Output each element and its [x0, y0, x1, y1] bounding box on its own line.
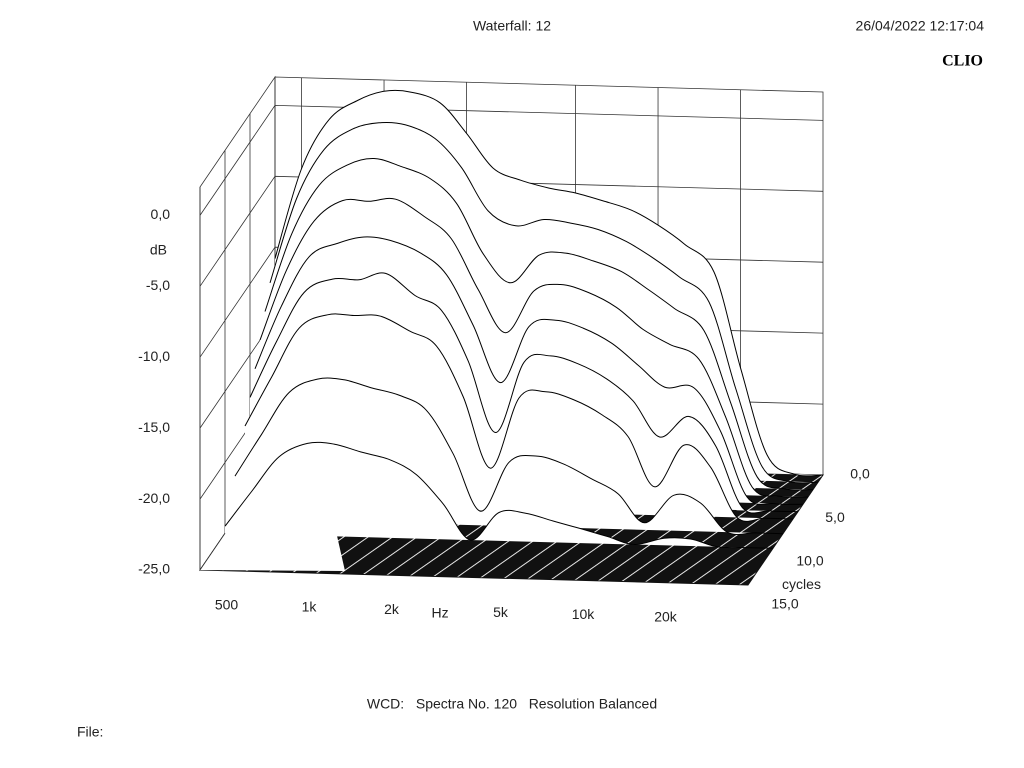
z-tick-label: 10,0 — [796, 552, 823, 568]
slice-line — [224, 441, 774, 549]
slice-line — [259, 197, 809, 498]
slice-line — [234, 377, 784, 535]
x-tick-label: 20k — [654, 608, 678, 624]
x-tick-label: 1k — [302, 599, 318, 615]
slice-line — [249, 272, 799, 514]
z-tick-label: 5,0 — [825, 509, 845, 525]
z-tick-label: 15,0 — [771, 596, 798, 612]
slice-line — [254, 236, 804, 505]
y-tick-label: -5,0 — [146, 277, 170, 293]
file-label: File: — [77, 724, 103, 740]
plot: 0,0 -5,0 -10,0 -15,0 -20,0 -25,0 dB 500 1k 2k 5k 10… — [138, 75, 870, 624]
title: Waterfall: 12 — [473, 18, 551, 34]
footer-info: WCD: Spectra No. 120 Resolution Balanced — [367, 696, 657, 712]
x-tick-label: 10k — [572, 606, 596, 622]
x-axis-label: Hz — [431, 604, 448, 620]
y-axis-label: dB — [150, 242, 167, 258]
z-tick-label: 0,0 — [850, 466, 870, 482]
x-tick-label: 500 — [215, 596, 239, 612]
y-tick-label: 0,0 — [151, 206, 171, 222]
slice-line — [264, 157, 814, 491]
slice-line — [244, 313, 794, 522]
y-tick-label: -15,0 — [138, 419, 170, 435]
y-tick-label: -25,0 — [138, 561, 170, 577]
x-tick-label: 2k — [384, 601, 400, 617]
slice-line — [274, 89, 824, 477]
timestamp: 26/04/2022 12:17:04 — [856, 18, 985, 34]
y-tick-label: -20,0 — [138, 490, 170, 506]
slice-fill — [225, 442, 773, 549]
slice-line — [269, 121, 819, 484]
y-tick-label: -10,0 — [138, 348, 170, 364]
x-tick-label: 5k — [493, 604, 509, 620]
brand: CLIO — [942, 53, 983, 70]
z-axis-label: cycles — [782, 576, 821, 592]
